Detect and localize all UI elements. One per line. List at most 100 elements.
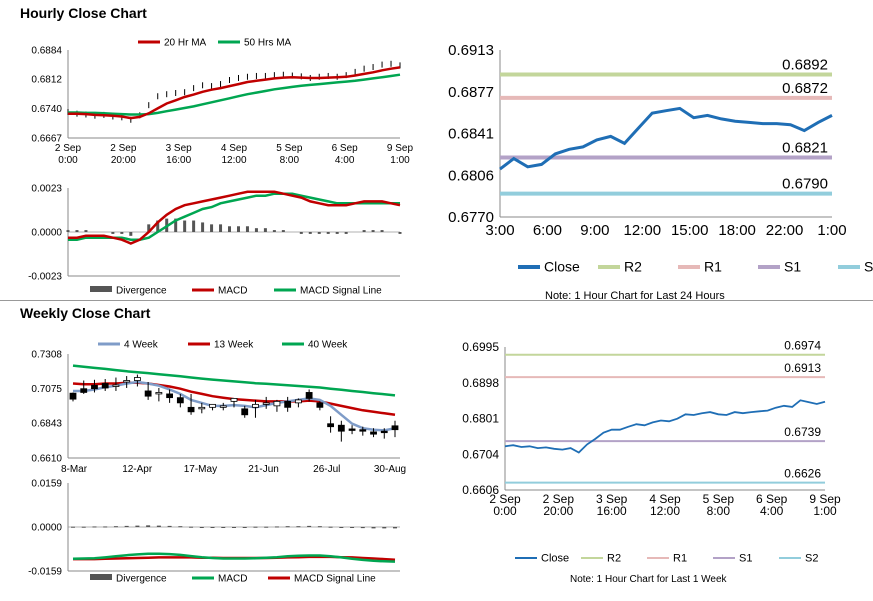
wm-divergence-bar — [113, 526, 118, 528]
hourly-24h-note: Note: 1 Hour Chart for Last 24 Hours — [545, 290, 725, 302]
hp-xtick-label: 1:00 — [390, 155, 410, 166]
wp-candle-body — [144, 390, 152, 397]
wp-legend-label: 4 Week — [124, 339, 159, 350]
wp-candle-body — [91, 384, 98, 390]
hp-xtick-label: 0:00 — [58, 155, 78, 166]
w1-ytick-label: 0.6995 — [462, 340, 499, 354]
wm-ytick-label: -0.0159 — [28, 566, 62, 577]
wp-legend-label: 40 Week — [308, 339, 348, 350]
wp-candle-body — [198, 406, 206, 410]
wm-legend-label: Divergence — [116, 573, 167, 584]
hp-series-50-hrs-ma — [68, 73, 401, 116]
hp-xtick-label: 9 Sep — [387, 143, 414, 154]
w1-legend-label: R1 — [673, 553, 687, 565]
hourly-section-title: Hourly Close Chart — [20, 5, 147, 21]
h24-ytick-label: 0.6841 — [448, 126, 494, 143]
wm-divergence-bar — [393, 527, 397, 529]
hp-ytick-label: 0.6667 — [31, 133, 62, 144]
wp-candle-body — [133, 377, 141, 381]
w1-xtick-label: 8:00 — [707, 504, 731, 518]
w1-legend-label: S2 — [805, 553, 818, 565]
h24-level-label-r2: 0.6892 — [782, 57, 828, 74]
wm-divergence-bar — [371, 527, 376, 529]
wp-candle-body — [80, 388, 88, 393]
wm-divergence-bar — [382, 527, 387, 529]
wm-divergence-bar — [296, 526, 301, 528]
w1-xtick-label: 16:00 — [597, 504, 627, 518]
w1-legend-label: R2 — [607, 553, 621, 565]
weekly-macd-chart: 0.0159 0.0000 -0.0159 Divergence MACD MACD Si… — [28, 478, 400, 584]
wp-candle-body — [101, 383, 109, 389]
w1-level-label-r2: 0.6974 — [784, 339, 821, 353]
wm-ytick-label: 0.0159 — [31, 478, 62, 489]
hm-ytick-label: 0.0023 — [31, 183, 62, 194]
w1-xtick-label: 6 Sep — [756, 492, 788, 506]
hm-series-macd — [68, 190, 401, 245]
hourly-macd-chart: 0.0023 0.0000 -0.0023 Divergence MACD MACD Si… — [28, 183, 402, 296]
wm-divergence-bar — [360, 527, 365, 529]
wm-legend-swatch — [90, 574, 112, 580]
wp-xtick-label: 21-Jun — [248, 464, 279, 475]
wp-candle-body — [273, 400, 281, 407]
wp-candle-body — [380, 430, 388, 434]
wp-candle-body — [337, 424, 345, 432]
wp-ytick-label: 0.7308 — [31, 349, 62, 360]
h24-xtick-label: 1:00 — [817, 222, 846, 239]
h24-ytick-label: 0.6913 — [448, 42, 494, 59]
wm-divergence-bar — [264, 526, 269, 528]
wp-series-40-week — [72, 364, 396, 397]
wm-divergence-bar — [317, 526, 322, 528]
hp-ytick-label: 0.6812 — [31, 75, 62, 86]
h24-level-label-r1: 0.6872 — [782, 80, 828, 97]
wm-divergence-bar — [178, 526, 183, 528]
wp-candle-body — [219, 405, 227, 408]
w1-level-label-s2: 0.6626 — [784, 467, 821, 481]
wm-divergence-bar — [210, 527, 215, 528]
wm-legend-label: MACD Signal Line — [294, 573, 376, 584]
h24-xtick-label: 15:00 — [671, 222, 709, 239]
hm-legend-label: MACD Signal Line — [300, 285, 382, 296]
h24-legend-label: R2 — [624, 259, 642, 275]
hm-series-macd-signal-line — [68, 192, 400, 241]
wp-candle-body — [252, 403, 259, 408]
wp-candle-body — [327, 423, 335, 428]
h24-ytick-label: 0.6770 — [448, 209, 494, 226]
h24-legend-label: Close — [544, 259, 580, 275]
hm-legend-label: Divergence — [116, 285, 167, 296]
weekly-section-title: Weekly Close Chart — [20, 305, 151, 321]
wm-divergence-bar — [167, 525, 172, 527]
hp-xtick-label: 4:00 — [335, 155, 355, 166]
wp-candle-body — [305, 392, 313, 399]
w1-level-label-s1: 0.6739 — [784, 425, 821, 439]
hp-xtick-label: 20:00 — [111, 155, 136, 166]
hp-xtick-label: 12:00 — [221, 155, 246, 166]
hp-xtick-label: 3 Sep — [166, 143, 193, 154]
wp-ytick-label: 0.6843 — [31, 419, 62, 430]
hp-xtick-label: 4 Sep — [221, 143, 248, 154]
w1-xtick-label: 1:00 — [813, 504, 837, 518]
wp-candle-body — [348, 428, 356, 431]
hm-legend-swatch — [90, 286, 112, 292]
wm-divergence-bar — [328, 526, 333, 528]
hp-xtick-label: 16:00 — [166, 155, 191, 166]
wm-series-macd — [72, 552, 396, 563]
wm-divergence-bar — [146, 525, 151, 527]
wm-divergence-bar — [103, 526, 108, 528]
h24-level-label-s1: 0.6821 — [782, 139, 828, 156]
w1-xtick-label: 9 Sep — [809, 492, 841, 506]
w1-xtick-label: 20:00 — [543, 504, 573, 518]
wp-xtick-label: 30-Aug — [374, 464, 406, 475]
w1-level-label-r1: 0.6913 — [784, 361, 821, 375]
wm-divergence-bar — [92, 526, 97, 528]
wp-xtick-label: 12-Apr — [122, 464, 153, 475]
wm-divergence-bar — [221, 527, 226, 528]
wp-candle-body — [241, 408, 249, 416]
wp-candle-body — [284, 400, 292, 408]
section-divider — [0, 300, 873, 301]
w1-ytick-label: 0.6704 — [462, 447, 499, 461]
w1-xtick-label: 5 Sep — [703, 492, 735, 506]
wm-divergence-bar — [339, 527, 344, 528]
wp-candle-body — [123, 380, 131, 383]
